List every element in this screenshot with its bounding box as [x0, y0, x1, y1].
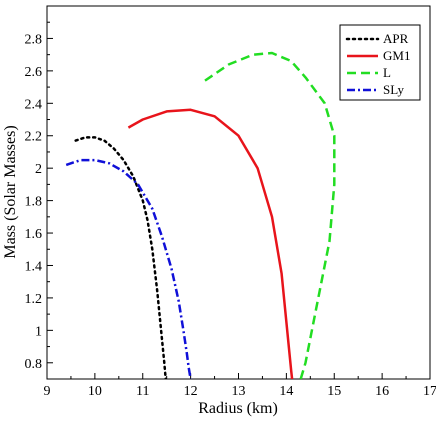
y-tick-label: 1.6 — [25, 227, 43, 242]
legend-box — [339, 24, 421, 101]
y-tick-label: 2.6 — [25, 65, 43, 80]
legend: APR GM1 L SLy — [339, 24, 421, 101]
x-tick-label: 10 — [88, 384, 102, 399]
y-tick-label: 1.4 — [25, 259, 43, 274]
x-tick-label: 12 — [184, 384, 198, 399]
y-axis-title: Mass (Solar Masses) — [2, 125, 19, 258]
y-tick-label: 2 — [35, 162, 42, 177]
x-axis-title: Radius (km) — [198, 400, 278, 417]
series-line-gm1 — [127, 108, 294, 379]
x-tick-label: 14 — [279, 384, 293, 399]
x-tick-label: 9 — [44, 384, 51, 399]
series-line-apr — [74, 136, 167, 379]
series-layer — [65, 51, 336, 379]
y-tick-label: 2.4 — [25, 97, 43, 112]
y-tick-label: 0.8 — [25, 357, 43, 372]
series-line-l — [204, 51, 336, 379]
legend-label-sly: SLy — [383, 82, 404, 97]
y-tick-label: 1 — [35, 324, 42, 339]
x-tick-label: 15 — [327, 384, 341, 399]
y-axis: 0.8 1 1.2 1.4 1.6 1.8 2 2.2 2.4 2.6 2.8 — [25, 21, 53, 380]
x-tick-label: 11 — [136, 384, 149, 399]
x-axis: 9 10 11 12 13 14 15 16 17 — [44, 373, 436, 399]
x-tick-label: 17 — [423, 384, 436, 399]
legend-label-gm1: GM1 — [383, 48, 410, 63]
x-tick-label: 16 — [375, 384, 389, 399]
x-tick-label: 13 — [232, 384, 246, 399]
y-tick-label: 2.2 — [25, 130, 43, 145]
legend-label-l: L — [383, 65, 391, 80]
y-tick-label: 1.2 — [25, 292, 43, 307]
y-tick-label: 1.8 — [25, 195, 43, 210]
y-tick-label: 2.8 — [25, 32, 43, 47]
legend-label-apr: APR — [383, 31, 409, 46]
